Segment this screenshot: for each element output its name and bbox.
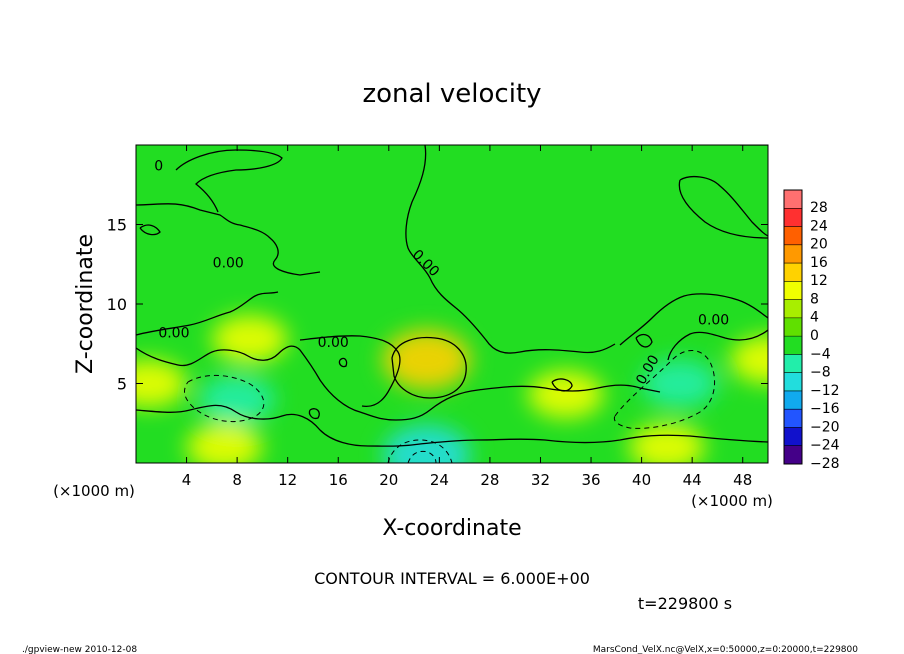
x-axis-label: X-coordinate — [382, 516, 521, 541]
field-feature — [730, 335, 768, 384]
contour-label: 0.00 — [698, 313, 729, 329]
colorbar-swatch — [784, 281, 802, 301]
colorbar-swatch — [784, 409, 802, 428]
contour-line — [136, 291, 279, 336]
colorbar-tick-label: 16 — [810, 255, 828, 271]
contour-line — [619, 293, 768, 346]
colorbar-swatch — [784, 427, 802, 447]
x-tick-label: 24 — [430, 471, 449, 489]
colorbar-swatch — [784, 445, 802, 465]
colorbar-swatch — [784, 226, 802, 246]
contour-line-dashed — [407, 450, 437, 463]
colorbar: 28 24 20 16 12 8 4 0 −4 −8 −12 −16 −20 −24 −28 — [783, 189, 840, 472]
colorbar-tick-label: −16 — [810, 401, 840, 417]
x-axis: 4 8 12 16 20 24 28 32 36 40 44 48 — [182, 145, 752, 489]
contour-line — [308, 408, 320, 420]
colorbar-tick-label: 12 — [810, 273, 828, 289]
footer-right: MarsCond_VelX.nc@VelX,x=0:50000,z=0:2000… — [593, 645, 858, 654]
colorbar-swatch — [784, 317, 802, 337]
colorbar-swatch — [784, 299, 802, 319]
colorbar-tick-label: 0 — [810, 328, 819, 344]
contour-line — [139, 224, 161, 236]
colorbar-tick-label: −4 — [810, 346, 831, 362]
colorbar-frame — [783, 189, 803, 465]
contour-line-dashed — [184, 374, 265, 423]
contour-line — [405, 145, 616, 354]
x-tick-label: 36 — [581, 471, 600, 489]
colorbar-tick-label: −8 — [810, 365, 831, 381]
x-tick-label: 16 — [329, 471, 348, 489]
chart-title: zonal velocity — [362, 79, 541, 109]
colorbar-tick-label: 8 — [810, 291, 819, 307]
contour-line — [136, 203, 321, 276]
colorbar-swatch — [784, 208, 802, 228]
y-tick-label: 5 — [117, 375, 127, 394]
y-axis: 5 10 15 — [107, 216, 768, 394]
contour-line — [338, 357, 348, 368]
contour-line — [391, 336, 467, 399]
contour-label: 0.00 — [318, 335, 349, 351]
colorbar-tick-label: −28 — [810, 456, 840, 472]
field-feature — [628, 423, 705, 463]
field-feature — [199, 375, 276, 424]
contour-line — [667, 329, 768, 361]
field-feature — [186, 423, 263, 463]
y-tick-label: 10 — [107, 295, 127, 314]
colorbar-tick-label: 28 — [810, 200, 828, 216]
field-feature — [527, 370, 604, 419]
x-tick-label: 44 — [683, 471, 702, 489]
time-text: t=229800 s — [638, 594, 732, 613]
colorbar-swatch — [784, 244, 802, 264]
colorbar-tick-label: 4 — [810, 310, 819, 326]
colorbar-tick-label: 20 — [810, 237, 828, 253]
contour-line — [136, 345, 661, 421]
x-tick-label: 20 — [379, 471, 398, 489]
x-unit-right: (×1000 m) — [691, 492, 773, 510]
x-tick-label: 8 — [232, 471, 242, 489]
x-unit-left: (×1000 m) — [53, 482, 135, 500]
contour-label: 0.00 — [158, 325, 189, 341]
y-tick-label: 15 — [107, 216, 127, 235]
x-tick-label: 40 — [632, 471, 651, 489]
x-tick-label: 4 — [182, 471, 192, 489]
colorbar-swatch — [784, 263, 802, 282]
contour-lines-negative — [184, 350, 716, 463]
contour-interval-text: CONTOUR INTERVAL = 6.000E+00 — [314, 569, 590, 588]
contour-line — [635, 333, 653, 348]
x-tick-label: 48 — [733, 471, 752, 489]
contour-line — [678, 179, 768, 239]
field-feature — [382, 425, 471, 463]
contour-line-dashed — [387, 439, 453, 463]
colorbar-swatch — [784, 336, 802, 355]
colorbar-tick-label: 24 — [810, 218, 828, 234]
x-tick-label: 32 — [531, 471, 550, 489]
contour-line — [679, 175, 768, 237]
plot-area: 00.000.000.000.000.000.00 — [136, 145, 768, 463]
x-tick-label: 12 — [278, 471, 297, 489]
field-feature — [136, 359, 187, 408]
contour-line — [136, 404, 768, 447]
footer-left: ./gpview-new 2010-12-08 — [22, 645, 137, 654]
contour-label: 0.00 — [213, 255, 244, 271]
contour-label: 0 — [154, 158, 163, 174]
x-tick-label: 28 — [480, 471, 499, 489]
contour-lines — [136, 145, 768, 447]
y-axis-label: Z-coordinate — [73, 234, 98, 374]
colorbar-tick-label: −20 — [810, 419, 840, 435]
contour-line-dashed — [613, 350, 716, 429]
colorbar-swatch — [784, 354, 802, 374]
colorbar-swatch — [784, 390, 802, 410]
colorbar-tick-label: −12 — [810, 383, 840, 399]
contour-line — [551, 378, 573, 392]
contour-line — [175, 149, 283, 213]
colorbar-swatch — [784, 190, 802, 209]
field-feature — [382, 329, 471, 390]
colorbar-swatch — [784, 372, 802, 392]
contour-line — [299, 335, 401, 408]
colorbar-tick-label: −24 — [810, 438, 840, 454]
